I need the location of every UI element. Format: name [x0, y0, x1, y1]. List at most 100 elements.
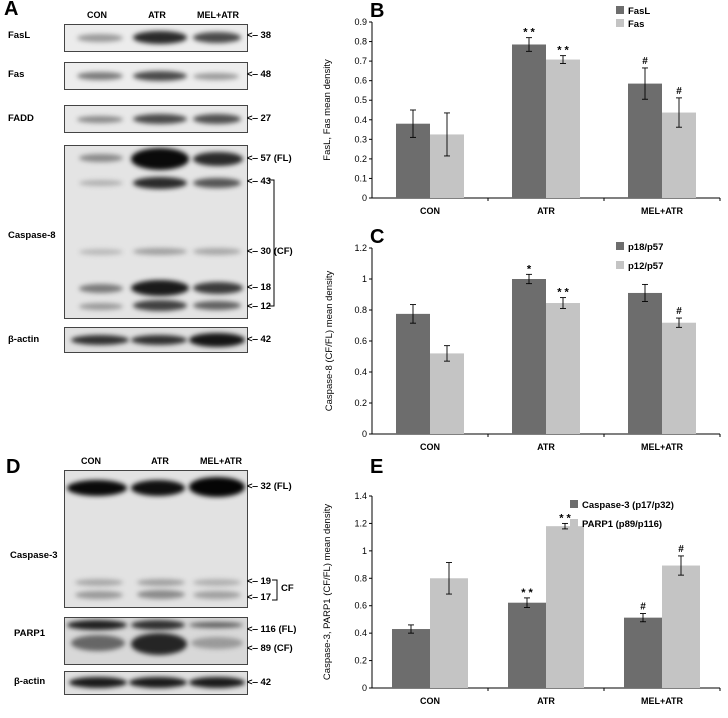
legend-label: p18/p57 — [628, 242, 663, 253]
panel-letter-c: C — [370, 226, 385, 248]
x-tick-label: CON — [420, 696, 440, 706]
blot-caspase8 — [64, 145, 248, 319]
mw-value: 12 — [260, 301, 272, 312]
row-label-bactin-d: β-actin — [14, 676, 46, 687]
mw-marker-c8-43: <‒ 43 — [247, 176, 272, 187]
significance-mark: * * — [557, 45, 569, 57]
x-tick-label: MEL+ATR — [641, 696, 684, 706]
y-tick-label: 0.8 — [354, 37, 367, 47]
panel-letter-b: B — [370, 0, 385, 22]
blot-bactin-d — [64, 671, 248, 695]
bar-chart-b: 0 0.1 0.2 0.3 0.4 0.5 0.6 0.7 0.8 0.9 FasL, Fas me… — [322, 6, 721, 216]
bar — [546, 59, 580, 199]
mw-marker-c8-12: <‒ 12 — [247, 301, 272, 312]
bar — [430, 353, 464, 434]
y-tick-label: 0.6 — [354, 76, 367, 86]
panel-letter-d: D — [6, 456, 21, 478]
x-tick-label: CON — [420, 206, 440, 216]
mw-value: 18 — [260, 282, 272, 293]
mw-marker-c8-18: <‒ 18 — [247, 282, 272, 293]
mw-marker-fasl: <‒ 38 — [247, 30, 272, 41]
y-axis-label: Caspase-3, PARP1 (CF/FL) mean density — [322, 504, 333, 680]
legend-label: Fas — [628, 19, 644, 30]
y-axis-label: FasL, Fas mean density — [322, 59, 333, 161]
legend-swatch — [570, 500, 578, 508]
significance-mark: # — [676, 306, 682, 317]
y-tick-label: 0 — [362, 193, 367, 203]
x-tick-label: CON — [420, 442, 440, 450]
lane-label-atr: ATR — [148, 10, 166, 20]
y-tick-label: 0 — [362, 683, 367, 693]
significance-mark: # — [676, 86, 682, 97]
y-tick-label: 0.8 — [354, 573, 367, 583]
y-tick-label: 1.4 — [354, 491, 367, 501]
legend-swatch — [616, 261, 624, 269]
mw-marker-c3-19: <‒ 19 — [247, 576, 272, 587]
significance-mark: * * — [559, 512, 571, 524]
row-label-fas: Fas — [8, 69, 25, 80]
bar — [546, 526, 584, 688]
y-tick-label: 1.2 — [354, 243, 367, 253]
mw-marker-cf-d: CF — [281, 583, 294, 594]
cf-bracket-d — [272, 579, 278, 601]
y-tick-label: 0.4 — [354, 367, 367, 377]
mw-marker-fas: <‒ 48 — [247, 69, 272, 80]
mw-value: 17 — [260, 592, 272, 603]
bar — [392, 629, 430, 688]
y-tick-label: 0 — [362, 429, 367, 439]
legend-label: PARP1 (p89/p116) — [582, 519, 662, 530]
legend-label: FasL — [628, 6, 650, 17]
mw-value: 42 — [260, 677, 272, 688]
mw-marker-parp-116: <‒ 116 (FL) — [247, 624, 297, 635]
bar — [662, 322, 696, 434]
significance-mark: * * — [523, 27, 535, 39]
mw-value: 42 — [260, 334, 272, 345]
x-tick-label: ATR — [537, 696, 555, 706]
significance-mark: # — [678, 544, 684, 555]
bar — [430, 578, 468, 688]
bar — [396, 313, 430, 434]
mw-value: 116 (FL) — [260, 624, 297, 635]
significance-mark: # — [640, 602, 646, 613]
legend-swatch — [616, 19, 624, 27]
blot-bactin-a — [64, 327, 248, 353]
significance-mark: # — [642, 56, 648, 67]
y-tick-label: 0.8 — [354, 305, 367, 315]
blot-fas — [64, 62, 248, 90]
mw-value: 32 (FL) — [260, 481, 292, 492]
lane-label-mel-atr-d: MEL+ATR — [199, 456, 243, 466]
x-tick-label: MEL+ATR — [641, 442, 684, 450]
lane-label-con-d: CON — [81, 456, 101, 466]
legend-swatch — [616, 6, 624, 14]
mw-value: 19 — [260, 576, 272, 587]
x-tick-label: MEL+ATR — [641, 206, 684, 216]
legend-label: p12/p57 — [628, 261, 663, 272]
significance-mark: * — [527, 263, 532, 275]
y-tick-label: 1 — [362, 546, 367, 556]
mw-marker-bactin-a: <‒ 42 — [247, 334, 272, 345]
bar-chart-e: 0 0.2 0.4 0.6 0.8 1 1.2 1.4 Caspase-3, PARP1 (CF… — [322, 491, 721, 706]
cf-bracket-a — [268, 179, 275, 307]
y-tick-label: 0.3 — [354, 134, 367, 144]
panel-letter-a: A — [4, 0, 19, 20]
mw-value: 43 — [260, 176, 272, 187]
significance-mark: * * — [557, 287, 569, 299]
x-tick-label: ATR — [537, 442, 555, 450]
mw-marker-parp-89: <‒ 89 (CF) — [247, 643, 293, 654]
y-tick-label: 0.4 — [354, 628, 367, 638]
lane-label-con: CON — [87, 10, 107, 20]
y-tick-label: 0.2 — [354, 656, 367, 666]
bar — [512, 44, 546, 198]
y-axis-label: Caspase-8 (CF/FL) mean density — [324, 271, 335, 412]
y-tick-label: 1.2 — [354, 518, 367, 528]
y-tick-label: 0.2 — [354, 154, 367, 164]
legend-swatch — [570, 519, 578, 527]
y-tick-label: 1 — [362, 274, 367, 284]
blot-caspase3 — [64, 470, 248, 608]
blot-fasl — [64, 24, 248, 52]
lane-label-atr-d: ATR — [151, 456, 169, 466]
legend-swatch — [616, 242, 624, 250]
mw-marker-c8-30: <‒ 30 (CF) — [247, 246, 293, 257]
panel-letter-e: E — [370, 456, 384, 478]
row-label-fadd: FADD — [8, 113, 34, 124]
